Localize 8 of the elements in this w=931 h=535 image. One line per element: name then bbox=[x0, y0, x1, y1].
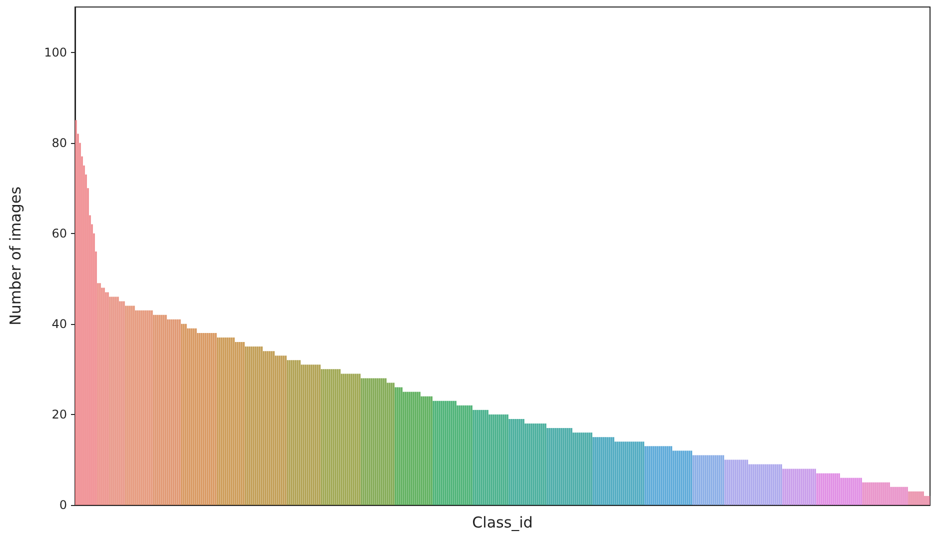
y-tick-label: 100 bbox=[44, 45, 67, 60]
y-tick-label: 20 bbox=[52, 407, 67, 422]
x-axis-title: Class_id bbox=[472, 514, 533, 532]
y-axis-title: Number of images bbox=[6, 186, 24, 326]
y-tick-label: 60 bbox=[52, 226, 67, 240]
y-tick-label: 40 bbox=[52, 316, 67, 331]
y-tick-label: 0 bbox=[59, 498, 67, 512]
y-tick-label: 80 bbox=[52, 136, 67, 150]
